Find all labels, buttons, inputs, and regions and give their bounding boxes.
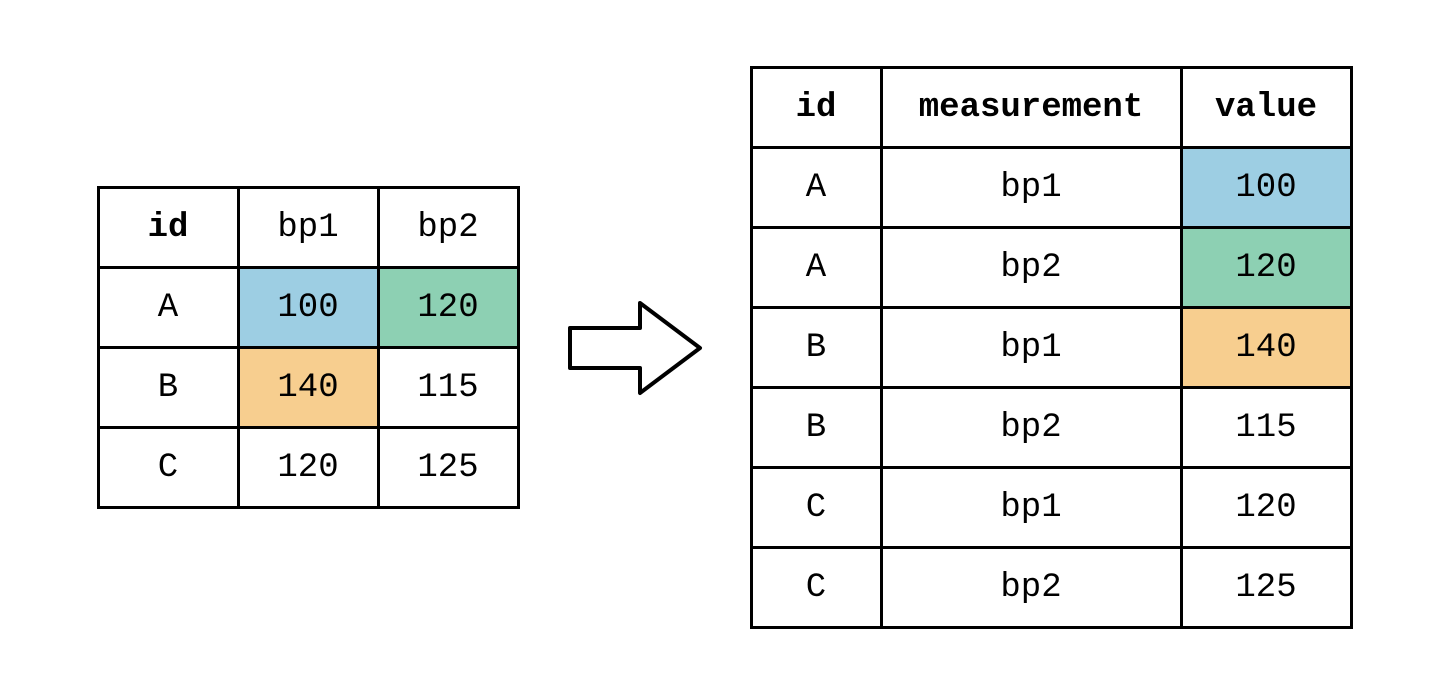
cell-bp1: 120 [238,428,378,508]
cell-id: B [98,348,238,428]
table-row: B bp2 115 [751,388,1351,468]
cell-bp2: 120 [378,268,518,348]
wide-table: id bp1 bp2 A 100 120 B 140 115 C 120 125 [97,186,520,509]
col-header-id: id [98,188,238,268]
col-header-bp1: bp1 [238,188,378,268]
cell-value: 100 [1181,148,1351,228]
arrow-right-icon [560,293,710,403]
cell-bp1: 100 [238,268,378,348]
cell-measurement: bp1 [881,468,1181,548]
table-header-row: id measurement value [751,68,1351,148]
transform-arrow [560,293,710,403]
cell-id: A [751,148,881,228]
cell-id: C [751,468,881,548]
col-header-bp2: bp2 [378,188,518,268]
cell-id: A [98,268,238,348]
cell-value: 125 [1181,548,1351,628]
wide-table-wrap: id bp1 bp2 A 100 120 B 140 115 C 120 125 [97,186,520,509]
transform-diagram: id bp1 bp2 A 100 120 B 140 115 C 120 125 [97,66,1353,629]
table-row: C bp2 125 [751,548,1351,628]
table-row: B 140 115 [98,348,518,428]
col-header-measurement: measurement [881,68,1181,148]
col-header-value: value [1181,68,1351,148]
cell-value: 115 [1181,388,1351,468]
cell-bp2: 125 [378,428,518,508]
cell-measurement: bp1 [881,148,1181,228]
table-row: C bp1 120 [751,468,1351,548]
cell-id: B [751,388,881,468]
cell-value: 120 [1181,228,1351,308]
cell-id: C [751,548,881,628]
cell-id: A [751,228,881,308]
table-row: A bp1 100 [751,148,1351,228]
cell-id: C [98,428,238,508]
table-row: A 100 120 [98,268,518,348]
cell-value: 120 [1181,468,1351,548]
cell-measurement: bp2 [881,548,1181,628]
cell-id: B [751,308,881,388]
table-header-row: id bp1 bp2 [98,188,518,268]
table-row: C 120 125 [98,428,518,508]
col-header-id: id [751,68,881,148]
cell-bp1: 140 [238,348,378,428]
cell-measurement: bp2 [881,228,1181,308]
cell-measurement: bp2 [881,388,1181,468]
table-row: A bp2 120 [751,228,1351,308]
table-row: B bp1 140 [751,308,1351,388]
long-table: id measurement value A bp1 100 A bp2 120… [750,66,1353,629]
cell-bp2: 115 [378,348,518,428]
long-table-wrap: id measurement value A bp1 100 A bp2 120… [750,66,1353,629]
cell-value: 140 [1181,308,1351,388]
cell-measurement: bp1 [881,308,1181,388]
